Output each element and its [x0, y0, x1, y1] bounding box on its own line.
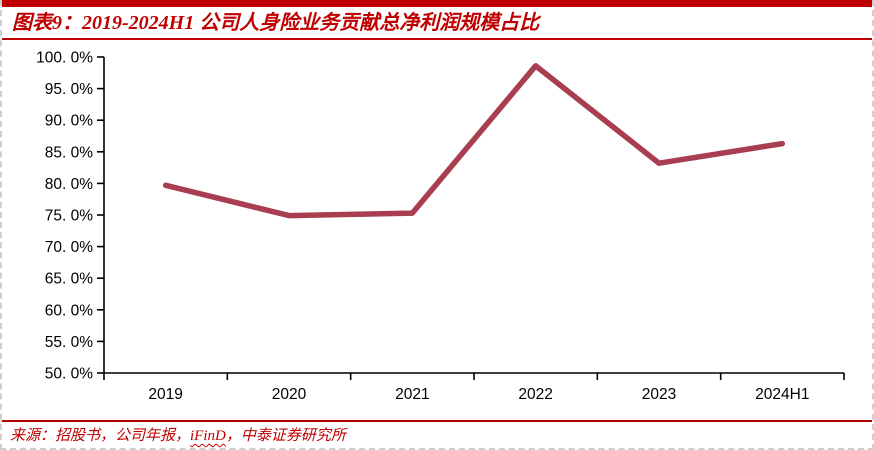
source-text-ifind: iFinD [190, 428, 226, 444]
x-axis-category-label: 2023 [642, 386, 676, 403]
figure-title: 图表9：2019-2024H1 公司人身险业务贡献总净利润规模占比 [12, 12, 540, 34]
y-axis-tick-label: 70. 0% [45, 239, 93, 256]
x-axis-category-label: 2021 [395, 386, 429, 403]
y-axis-tick-label: 50. 0% [45, 366, 93, 383]
y-axis-tick-label: 90. 0% [45, 113, 93, 130]
x-axis-category-label: 2019 [148, 386, 182, 403]
y-axis-tick-label: 55. 0% [45, 334, 93, 351]
source-text-prefix: 来源：招股书，公司年报， [10, 428, 191, 444]
y-axis-tick-label: 80. 0% [45, 176, 93, 193]
x-axis-category-label: 2024H1 [755, 386, 809, 403]
title-divider [2, 38, 872, 40]
x-axis-category-label: 2020 [272, 386, 307, 403]
y-axis-tick-label: 85. 0% [45, 144, 93, 161]
y-axis-tick-label: 65. 0% [45, 271, 93, 288]
source-note: 来源：招股书，公司年报，iFinD，中泰证券研究所 [10, 426, 346, 446]
y-axis-tick-label: 75. 0% [45, 208, 93, 225]
x-axis-category-label: 2022 [518, 386, 552, 403]
y-axis-tick-label: 60. 0% [45, 302, 93, 319]
y-axis-tick-label: 100. 0% [36, 50, 93, 67]
source-text-suffix: ，中泰证券研究所 [225, 428, 346, 444]
top-accent-bar [2, 0, 872, 7]
source-divider [2, 420, 872, 422]
data-series-line [162, 63, 786, 219]
y-axis-tick-label: 95. 0% [45, 81, 93, 98]
